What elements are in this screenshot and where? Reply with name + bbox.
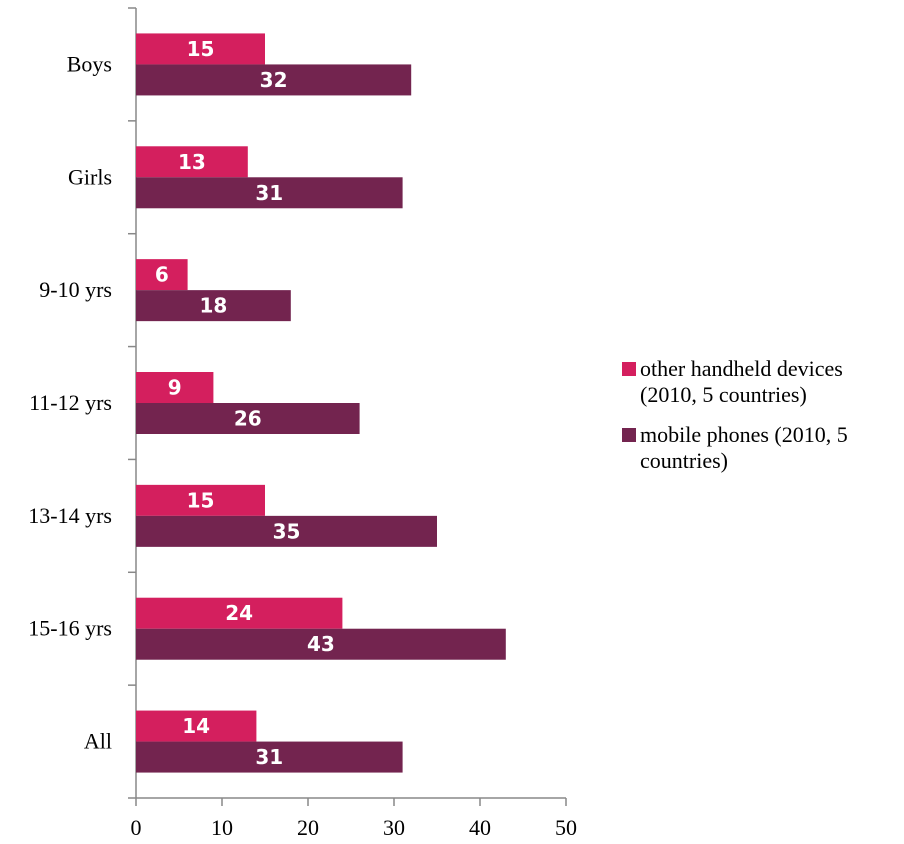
- category-label: Boys: [67, 51, 112, 76]
- legend-swatch-mobile-phones: [622, 428, 636, 442]
- bar-mobile-phones: [136, 741, 403, 773]
- data-label: 31: [255, 745, 283, 769]
- data-label: 35: [273, 519, 301, 543]
- category-label: All: [84, 729, 112, 754]
- bar-mobile-phones: [136, 64, 412, 96]
- x-tick-label: 40: [469, 815, 491, 840]
- legend-label-other-handheld: other handheld devices (2010, 5 countrie…: [640, 356, 843, 407]
- data-label: 14: [182, 714, 210, 738]
- bar-other-handheld: [136, 146, 248, 178]
- legend-item-other-handheld: other handheld devices (2010, 5 countrie…: [622, 356, 892, 408]
- bar-other-handheld: [136, 710, 257, 742]
- data-label: 15: [187, 37, 215, 61]
- category-label: 13-14 yrs: [28, 503, 112, 528]
- bar-other-handheld: [136, 597, 343, 629]
- data-label: 43: [307, 632, 335, 656]
- category-label: 15-16 yrs: [28, 616, 112, 641]
- bar-mobile-phones: [136, 403, 360, 434]
- data-label: 24: [225, 601, 253, 625]
- bar-mobile-phones: [136, 290, 291, 322]
- x-tick-label: 50: [555, 815, 577, 840]
- category-label: 11-12 yrs: [29, 390, 112, 415]
- chart-labels: 0 10 20 30 40 50 Boys 15 32 Girls 13 31 9-10 yrs 6 18 1…: [28, 37, 577, 840]
- category-label: Girls: [68, 164, 112, 189]
- data-label: 32: [260, 68, 288, 92]
- bar-other-handheld: [136, 33, 265, 65]
- x-tick-label: 30: [383, 815, 405, 840]
- data-label: 9: [168, 376, 182, 400]
- data-label: 31: [255, 181, 283, 205]
- data-label: 18: [199, 294, 227, 318]
- bar-other-handheld: [136, 484, 265, 516]
- category-label: 9-10 yrs: [39, 277, 112, 302]
- x-tick-label: 0: [131, 815, 142, 840]
- data-label: 6: [155, 263, 169, 287]
- legend-swatch-other-handheld: [622, 362, 636, 376]
- bar-other-handheld: [136, 372, 214, 403]
- data-label: 26: [234, 407, 262, 431]
- data-label: 15: [187, 488, 215, 512]
- legend-item-mobile-phones: mobile phones (2010, 5 countries): [622, 422, 892, 474]
- x-tick-label: 10: [211, 815, 233, 840]
- data-label: 13: [178, 150, 206, 174]
- legend-label-mobile-phones: mobile phones (2010, 5 countries): [640, 422, 848, 473]
- bar-other-handheld: [136, 259, 188, 291]
- x-tick-label: 20: [297, 815, 319, 840]
- bar-mobile-phones: [136, 177, 403, 209]
- bar-mobile-phones: [136, 515, 437, 547]
- chart-legend: other handheld devices (2010, 5 countrie…: [622, 356, 892, 488]
- chart-bars: [136, 33, 506, 773]
- bar-mobile-phones: [136, 628, 506, 660]
